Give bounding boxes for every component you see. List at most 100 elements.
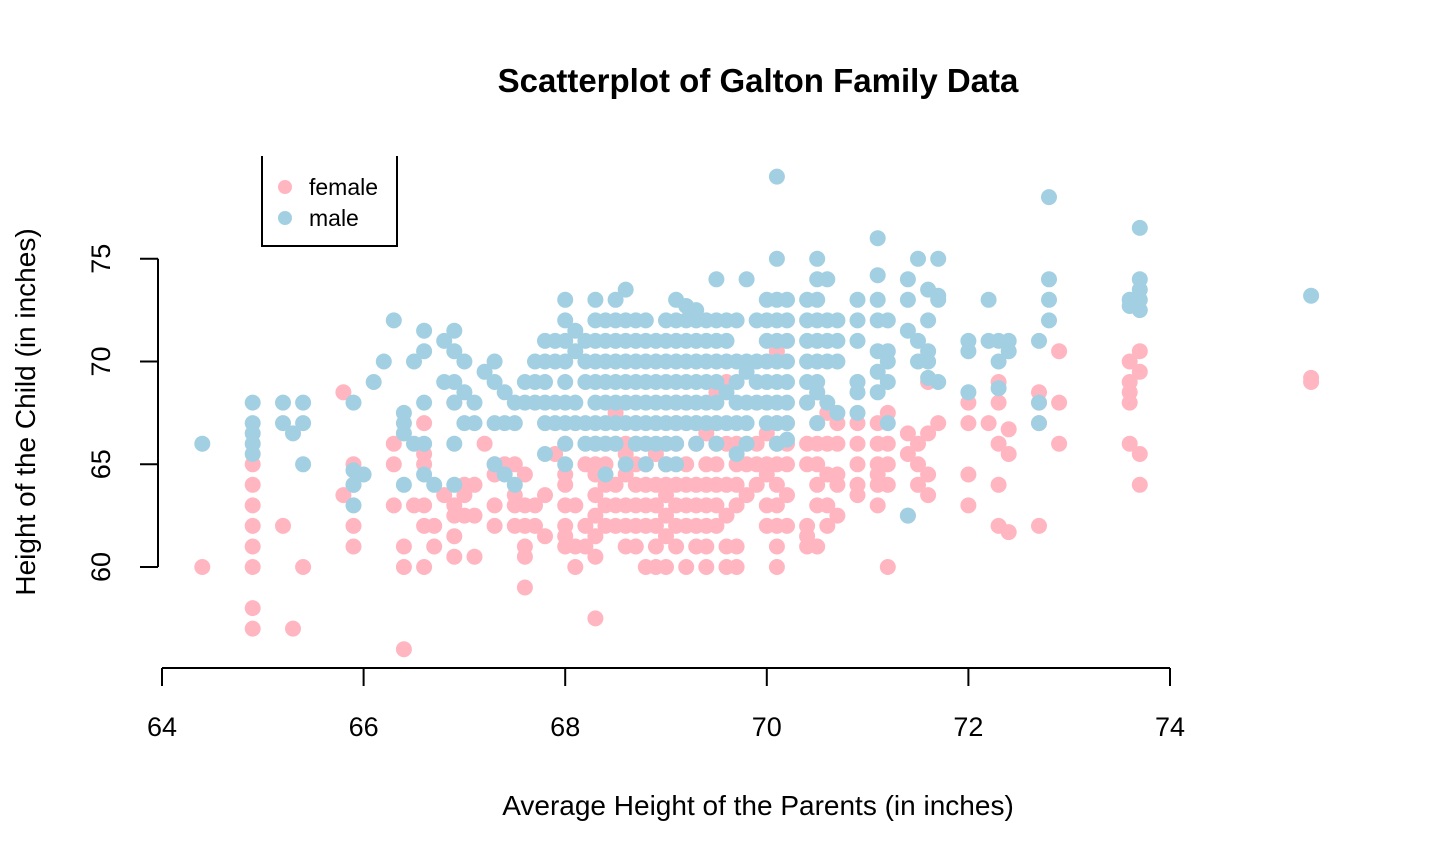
- point-male: [496, 466, 513, 483]
- point-male: [779, 415, 795, 432]
- point-male: [879, 353, 896, 370]
- point-male: [537, 446, 553, 462]
- point-male: [587, 291, 604, 308]
- point-female: [1303, 374, 1320, 390]
- point-male: [617, 456, 634, 473]
- point-female: [335, 487, 352, 504]
- point-female: [879, 559, 896, 575]
- point-male: [779, 353, 795, 370]
- point-female: [1121, 394, 1138, 411]
- point-male: [557, 456, 574, 473]
- point-male: [416, 343, 433, 360]
- point-female: [456, 487, 473, 504]
- point-male: [849, 312, 866, 329]
- point-male: [446, 374, 463, 390]
- point-male: [869, 384, 886, 401]
- point-male: [244, 446, 261, 462]
- point-male: [406, 353, 422, 370]
- point-female: [779, 517, 795, 534]
- point-female: [244, 559, 261, 575]
- point-female: [295, 559, 312, 575]
- point-female: [1121, 353, 1138, 370]
- point-female: [587, 507, 604, 524]
- point-female: [698, 559, 715, 575]
- point-male: [879, 374, 896, 390]
- point-male: [557, 353, 574, 370]
- point-male: [597, 466, 614, 483]
- point-male: [466, 394, 483, 411]
- point-male: [869, 363, 886, 380]
- point-male: [557, 291, 574, 308]
- point-female: [748, 476, 765, 493]
- legend-label-male: male: [309, 205, 359, 231]
- point-female: [809, 456, 826, 473]
- point-male: [829, 404, 846, 421]
- point-female: [809, 538, 826, 555]
- point-female: [385, 497, 402, 514]
- point-male: [345, 497, 362, 514]
- point-female: [506, 456, 523, 473]
- point-female: [678, 559, 695, 575]
- point-male: [910, 332, 926, 349]
- point-male: [637, 312, 654, 329]
- point-female: [829, 507, 846, 524]
- point-female: [466, 476, 483, 493]
- point-male: [416, 394, 433, 411]
- point-male: [718, 332, 735, 349]
- point-female: [920, 466, 937, 483]
- point-female: [708, 497, 725, 514]
- point-male: [829, 332, 846, 349]
- point-male: [688, 435, 705, 452]
- point-female: [768, 497, 785, 514]
- y-axis-label: Height of the Child (in inches): [10, 228, 41, 595]
- point-male: [829, 312, 846, 329]
- point-male: [708, 394, 725, 411]
- point-female: [829, 435, 846, 452]
- point-female: [849, 487, 866, 504]
- point-female: [275, 517, 291, 534]
- point-female: [1131, 343, 1148, 360]
- point-female: [577, 538, 594, 555]
- point-male: [1041, 271, 1057, 288]
- point-female: [819, 517, 836, 534]
- point-female: [567, 497, 584, 514]
- point-male: [849, 332, 866, 349]
- point-male: [779, 431, 795, 448]
- y-tick-label: 70: [86, 346, 116, 376]
- y-tick-label: 75: [86, 244, 116, 274]
- point-female: [879, 476, 896, 493]
- point-male: [295, 394, 312, 411]
- point-female: [345, 538, 362, 555]
- point-male: [436, 332, 453, 349]
- point-male: [1031, 394, 1047, 411]
- point-female: [446, 548, 463, 565]
- x-tick-label: 72: [953, 712, 983, 742]
- point-female: [698, 538, 715, 555]
- point-female: [728, 497, 745, 514]
- point-male: [486, 456, 503, 473]
- point-male: [557, 332, 574, 349]
- point-male: [668, 456, 685, 473]
- point-female: [537, 528, 553, 545]
- point-female: [1121, 435, 1138, 452]
- point-male: [768, 250, 785, 267]
- point-male: [496, 384, 513, 401]
- point-male: [355, 466, 372, 483]
- point-male: [557, 374, 574, 390]
- point-male: [385, 312, 402, 329]
- point-male: [416, 466, 433, 483]
- point-male: [960, 384, 977, 401]
- point-male: [899, 322, 916, 339]
- point-male: [809, 291, 826, 308]
- x-tick-label: 74: [1155, 712, 1185, 742]
- point-male: [899, 291, 916, 308]
- point-female: [668, 538, 685, 555]
- point-female: [658, 487, 674, 504]
- point-female: [869, 497, 886, 514]
- point-male: [738, 271, 755, 288]
- point-female: [466, 507, 483, 524]
- point-male: [395, 476, 412, 493]
- point-female: [244, 538, 261, 555]
- point-male: [466, 415, 483, 432]
